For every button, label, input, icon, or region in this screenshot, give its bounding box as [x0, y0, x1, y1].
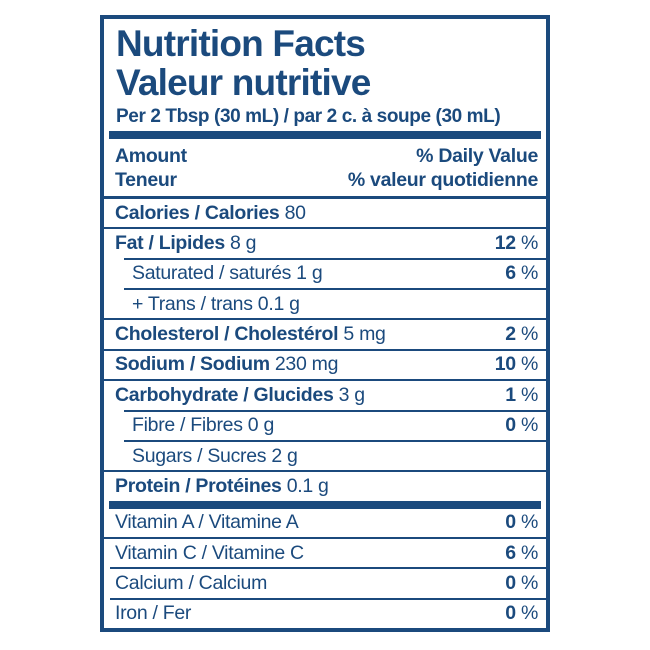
- header-divider: [104, 196, 546, 199]
- nutrient-row-calories: Calories / Calories 80: [104, 199, 546, 227]
- daily-value-vitamin-a: 0 %: [505, 511, 538, 534]
- daily-value-header-fr: % valeur quotidienne: [347, 169, 538, 191]
- row-divider: [104, 379, 546, 382]
- nutrition-facts-label: Nutrition Facts Valeur nutritive Per 2 T…: [100, 15, 550, 632]
- row-divider: [124, 439, 546, 442]
- nutrient-label-trans-fat: + Trans / trans 0.1 g: [132, 292, 300, 315]
- nutrient-row-sugars: Sugars / Sucres 2 g: [104, 442, 546, 470]
- separator-bar-top: [109, 131, 541, 139]
- daily-value-carbohydrate: 1 %: [505, 383, 538, 406]
- nutrient-label-cholesterol: Cholesterol / Cholestérol 5 mg: [115, 323, 386, 346]
- row-divider: [104, 227, 546, 230]
- nutrient-rows: Calories / Calories 80 Fat / Lipides 8 g 1…: [104, 199, 546, 628]
- nutrient-row-trans-fat: + Trans / trans 0.1 g: [104, 290, 546, 318]
- column-header: Amount % Daily Value Teneur % valeur quo…: [104, 139, 546, 196]
- row-divider: [110, 567, 546, 570]
- title-french: Valeur nutritive: [116, 62, 371, 103]
- nutrient-row-calcium: Calcium / Calcium 0 %: [104, 569, 546, 597]
- nutrient-label-iron: Iron / Fer: [115, 602, 192, 625]
- serving-size: Per 2 Tbsp (30 mL) / par 2 c. à soupe (3…: [116, 106, 501, 127]
- nutrient-row-sodium: Sodium / Sodium 230 mg 10 %: [104, 351, 546, 379]
- amount-header-fr: Teneur: [115, 169, 177, 191]
- nutrient-label-vitamin-a: Vitamin A / Vitamine A: [115, 511, 299, 534]
- daily-value-fibre: 0 %: [505, 414, 538, 437]
- nutrient-label-saturated-fat: Saturated / saturés 1 g: [132, 262, 323, 285]
- title-english: Nutrition Facts: [116, 23, 366, 64]
- nutrient-label-sodium: Sodium / Sodium 230 mg: [115, 353, 339, 376]
- nutrient-label-carbohydrate: Carbohydrate / Glucides 3 g: [115, 383, 365, 406]
- nutrient-row-fibre: Fibre / Fibres 0 g 0 %: [104, 412, 546, 440]
- nutrient-row-carbohydrate: Carbohydrate / Glucides 3 g 1 %: [104, 381, 546, 409]
- nutrient-label-sugars: Sugars / Sucres 2 g: [132, 444, 298, 467]
- nutrient-row-cholesterol: Cholesterol / Cholestérol 5 mg 2 %: [104, 320, 546, 348]
- daily-value-cholesterol: 2 %: [505, 323, 538, 346]
- daily-value-sodium: 10 %: [494, 353, 539, 376]
- nutrient-row-iron: Iron / Fer 0 %: [104, 600, 546, 628]
- row-divider: [104, 318, 546, 321]
- row-divider: [124, 257, 546, 260]
- nutrient-label-vitamin-c: Vitamin C / Vitamine C: [115, 541, 304, 564]
- nutrient-label-protein: Protein / Protéines 0.1 g: [115, 474, 329, 497]
- daily-value-saturated-fat: 6 %: [505, 262, 538, 285]
- daily-value-header-en: % Daily Value: [416, 145, 538, 167]
- row-divider: [124, 288, 546, 291]
- nutrient-row-protein: Protein / Protéines 0.1 g: [104, 472, 546, 500]
- nutrient-row-vitamin-c: Vitamin C / Vitamine C 6 %: [104, 539, 546, 567]
- daily-value-iron: 0 %: [505, 602, 538, 625]
- daily-value-fat: 12 %: [494, 232, 539, 255]
- nutrient-row-fat: Fat / Lipides 8 g 12 %: [104, 229, 546, 257]
- daily-value-vitamin-c: 6 %: [505, 541, 538, 564]
- row-divider: [104, 536, 546, 539]
- row-divider: [109, 500, 541, 509]
- row-divider: [110, 597, 546, 600]
- title-block: Nutrition Facts Valeur nutritive Per 2 T…: [104, 19, 546, 129]
- nutrient-label-calcium: Calcium / Calcium: [115, 571, 268, 594]
- row-divider: [124, 409, 546, 412]
- nutrient-row-vitamin-a: Vitamin A / Vitamine A 0 %: [104, 509, 546, 537]
- nutrient-label-fat: Fat / Lipides 8 g: [115, 232, 257, 255]
- daily-value-calcium: 0 %: [505, 571, 538, 594]
- nutrient-label-fibre: Fibre / Fibres 0 g: [132, 414, 274, 437]
- nutrient-label-calories: Calories / Calories 80: [115, 201, 306, 224]
- nutrient-row-saturated-fat: Saturated / saturés 1 g 6 %: [104, 260, 546, 288]
- row-divider: [104, 348, 546, 351]
- amount-header-en: Amount: [115, 145, 187, 167]
- row-divider: [104, 470, 546, 473]
